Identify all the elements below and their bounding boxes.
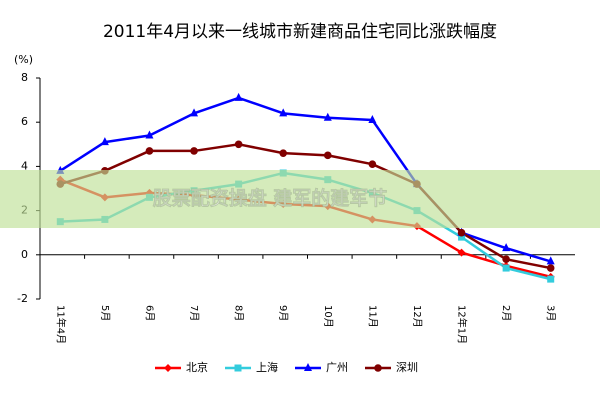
y-tick-label: -2: [17, 292, 28, 305]
x-tick-label: 2月: [500, 305, 512, 321]
y-tick-label: 8: [21, 71, 28, 84]
marker: [368, 114, 377, 123]
y-tick-label: 6: [21, 115, 28, 128]
x-tick-label: 9月: [277, 305, 289, 321]
marker: [234, 92, 243, 101]
marker: [457, 228, 466, 237]
marker: [145, 147, 154, 155]
x-tick-label: 12年1月: [456, 305, 469, 344]
x-tick-label: 3月: [545, 305, 557, 321]
x-tick-label: 11月: [366, 305, 378, 328]
legend-label: 广州: [326, 361, 348, 374]
marker: [547, 275, 555, 283]
marker: [502, 264, 510, 272]
watermark-group: 股票配资操盘 建军的建军节: [0, 170, 600, 228]
marker: [546, 264, 555, 272]
chart-title: 2011年4月以来一线城市新建商品住宅同比涨跌幅度: [103, 22, 497, 42]
series-line: [59, 96, 552, 263]
y-tick-label: 4: [21, 159, 28, 172]
legend-marker: [374, 364, 382, 372]
marker: [502, 255, 510, 264]
marker: [279, 108, 288, 117]
x-tick-label: 8月: [233, 305, 245, 321]
legend-marker: [304, 363, 312, 371]
marker: [323, 151, 332, 160]
x-tick-label: 10月: [322, 305, 334, 328]
marker: [368, 160, 377, 168]
x-tick-label: 5月: [99, 305, 111, 321]
marker: [100, 137, 109, 146]
marker: [502, 243, 511, 252]
x-tick-label: 7月: [188, 305, 200, 321]
legend-label: 深圳: [396, 361, 418, 374]
marker: [190, 108, 199, 117]
marker: [279, 149, 288, 157]
watermark-band: [0, 170, 600, 228]
watermark: 股票配资操盘 建军的建军节: [153, 187, 388, 210]
marker: [458, 233, 466, 241]
series-line: [59, 143, 551, 270]
legend-marker: [234, 364, 242, 372]
x-tick-label: 11年4月: [54, 305, 67, 344]
marker: [190, 147, 198, 155]
y-axis-label: (%): [14, 53, 33, 66]
legend-label: 北京: [186, 360, 208, 374]
marker: [145, 130, 154, 139]
marker: [457, 248, 466, 257]
marker: [546, 256, 555, 265]
marker: [234, 140, 243, 149]
x-tick-label: 6月: [143, 305, 155, 321]
x-tick-label: 12月: [411, 305, 423, 328]
legend-marker: [164, 364, 172, 372]
legend-label: 上海: [256, 360, 278, 374]
y-tick-label: 0: [21, 248, 28, 261]
marker: [323, 112, 332, 121]
